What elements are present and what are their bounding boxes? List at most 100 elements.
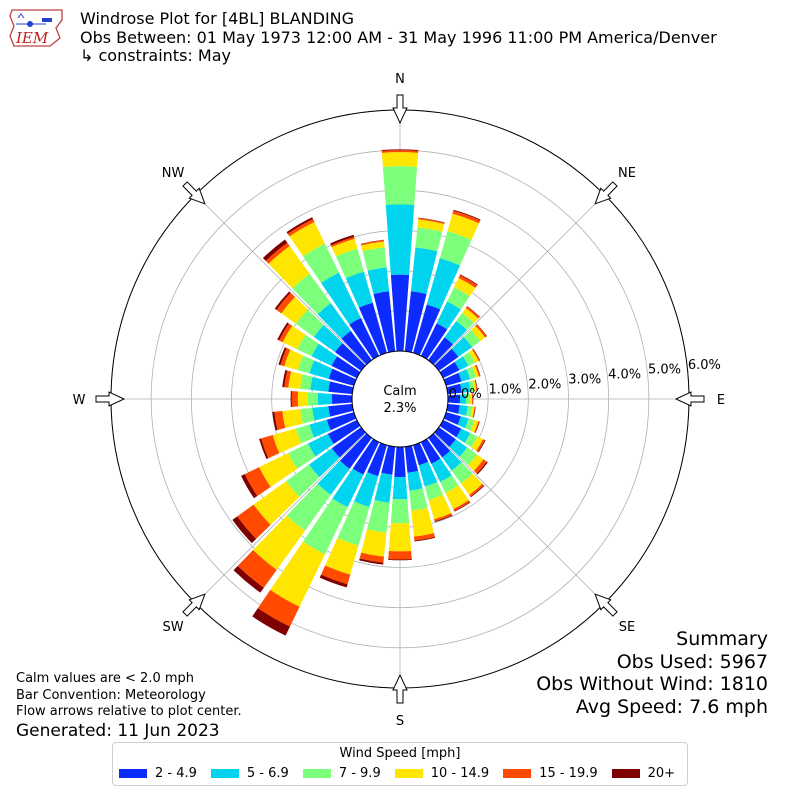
rose-bar-segment bbox=[367, 442, 387, 477]
radial-tick-label: 2.0% bbox=[528, 377, 561, 392]
rose-bar-segment bbox=[413, 304, 441, 356]
rose-bar-segment bbox=[295, 424, 315, 444]
rose-bar-segment bbox=[466, 405, 473, 417]
rose-bar-segment bbox=[287, 219, 315, 237]
rose-bar-segment bbox=[454, 278, 476, 297]
flow-arrow-ne-icon bbox=[594, 181, 618, 205]
rose-bar-segment bbox=[452, 210, 481, 224]
legend-item: 20+ bbox=[611, 766, 675, 781]
rose-bar-segment bbox=[259, 453, 298, 487]
rose-bar-segment bbox=[451, 462, 473, 484]
rose-bar-segment bbox=[297, 334, 319, 357]
flow-arrow-sw-icon bbox=[182, 593, 206, 617]
rose-bar-segment bbox=[410, 247, 438, 295]
generated-date: Generated: 11 Jun 2023 bbox=[16, 720, 220, 741]
rose-bar-segment bbox=[476, 364, 481, 377]
rose-bar-segment bbox=[295, 309, 324, 337]
rose-bar-segment bbox=[360, 240, 384, 246]
rose-bar-segment bbox=[474, 379, 478, 392]
legend-item: 15 - 19.9 bbox=[503, 766, 598, 781]
rose-bar-segment bbox=[317, 303, 351, 339]
rose-bar-segment bbox=[469, 483, 484, 497]
rose-bar-segment bbox=[464, 433, 478, 448]
rose-bar-segment bbox=[232, 516, 257, 544]
rose-bar-segment bbox=[462, 307, 479, 323]
rose-bar-segment bbox=[362, 247, 387, 271]
rose-bar-segment bbox=[424, 481, 444, 501]
rose-bar-segment bbox=[353, 472, 379, 508]
rose-bar-segment bbox=[381, 152, 419, 167]
rose-bar-segment bbox=[442, 450, 462, 471]
rose-bar-segment bbox=[361, 529, 387, 557]
rose-bar-segment bbox=[317, 460, 350, 495]
chart-constraints: ↳ constraints: May bbox=[80, 46, 231, 65]
rose-bar-segment bbox=[474, 421, 480, 433]
radial-tick-label: 1.0% bbox=[489, 382, 522, 397]
rose-bar-segment bbox=[328, 403, 354, 417]
rose-bar-segment bbox=[475, 379, 478, 392]
direction-label-w: W bbox=[73, 393, 86, 408]
rose-bar-segment bbox=[456, 312, 475, 331]
rose-bar-segment bbox=[259, 438, 269, 460]
rose-bar-segment bbox=[272, 411, 278, 431]
rose-bar-segment bbox=[472, 349, 480, 361]
legend-label: 2 - 4.9 bbox=[155, 766, 197, 781]
legend-label: 7 - 9.9 bbox=[338, 766, 381, 781]
rose-bar-segment bbox=[449, 439, 468, 457]
rose-bar-segment bbox=[404, 291, 427, 353]
flow-arrow-shape bbox=[674, 391, 705, 407]
rose-bar-segment bbox=[434, 348, 459, 371]
rose-bar-segment bbox=[434, 514, 453, 523]
direction-label-se: SE bbox=[619, 620, 635, 635]
rose-bar-segment bbox=[428, 337, 454, 365]
rose-bar-segment bbox=[253, 481, 300, 525]
rose-bar-segment bbox=[418, 218, 445, 224]
rose-bar-segment bbox=[447, 213, 479, 240]
rose-bar-segment bbox=[465, 418, 475, 431]
radial-tick-label: 6.0% bbox=[688, 358, 721, 373]
rose-bar-segment bbox=[274, 291, 291, 310]
rose-bar-segment bbox=[470, 406, 475, 418]
rose-bar-segment bbox=[451, 336, 473, 357]
rose-bar-segment bbox=[473, 459, 487, 474]
rose-bar-segment bbox=[332, 468, 364, 508]
rose-bar-segment bbox=[282, 369, 288, 388]
rose-bar-segment bbox=[477, 439, 486, 453]
rose-bar-segment bbox=[280, 348, 291, 367]
rose-bar-segment bbox=[413, 533, 435, 541]
rose-bar-segment bbox=[288, 371, 303, 389]
rose-bar-segment bbox=[460, 473, 483, 495]
rose-bar-segment bbox=[331, 238, 358, 257]
rose-bar-segment bbox=[284, 370, 292, 388]
rose-bar-segment bbox=[463, 329, 481, 347]
rose-bar-segment bbox=[257, 589, 300, 627]
rose-bar-segment bbox=[303, 243, 339, 283]
rose-bar-segment bbox=[325, 538, 359, 575]
summary-obs-used: Obs Used: 5967 bbox=[616, 650, 768, 673]
rose-bar-segment bbox=[331, 394, 353, 404]
legend-swatch bbox=[302, 769, 331, 778]
flow-arrow-shape bbox=[392, 673, 408, 704]
iem-logo: IEM bbox=[9, 9, 63, 47]
rose-bar-segment bbox=[466, 366, 476, 380]
rose-bar-segment bbox=[286, 217, 314, 234]
legend-title: Wind Speed [mph] bbox=[339, 746, 461, 761]
legend: Wind Speed [mph] 2 - 4.9 5 - 6.9 7 - 9.9 10… bbox=[112, 742, 688, 786]
rose-bar-segment bbox=[373, 291, 396, 353]
rose-bar-segment bbox=[476, 324, 488, 337]
rose-bar-segment bbox=[289, 221, 325, 257]
rose-bar-segment bbox=[394, 446, 406, 478]
rose-bar-segment bbox=[459, 447, 478, 466]
rose-bar-segment bbox=[447, 287, 470, 310]
rose-bar-segment bbox=[388, 522, 412, 552]
grid-spoke bbox=[195, 432, 367, 604]
rose-bar-segment bbox=[309, 419, 331, 438]
flow-arrow-shape bbox=[392, 94, 408, 125]
direction-label-n: N bbox=[395, 72, 405, 87]
rose-bar-segment bbox=[381, 149, 419, 151]
radial-tick-label: 4.0% bbox=[608, 368, 641, 383]
rose-bar-segment bbox=[462, 352, 476, 366]
rose-bar-segment bbox=[447, 394, 461, 404]
rose-bar-segment bbox=[300, 407, 315, 424]
rose-bar-segment bbox=[457, 416, 469, 429]
